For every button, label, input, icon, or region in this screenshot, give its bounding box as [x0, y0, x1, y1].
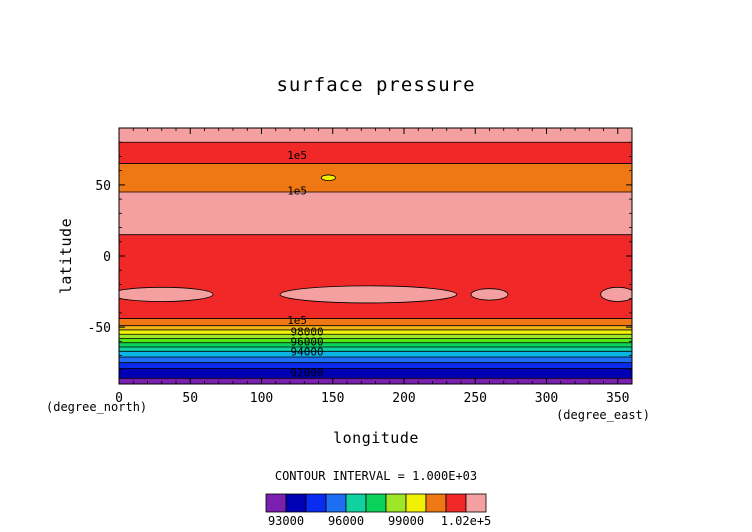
colorbar-swatch-0 [265, 493, 287, 513]
contour-label-6: 92000 [291, 367, 324, 380]
colorbar-swatch-6 [385, 493, 407, 513]
x-unit-label: (degree_east) [556, 408, 650, 422]
colorbar-tick-label-0: 93000 [268, 514, 304, 528]
y-tick-label-1: 0 [103, 250, 111, 265]
colorbar-swatch-10 [465, 493, 487, 513]
x-tick-label-2: 100 [250, 391, 273, 406]
colorbar-swatch-8 [425, 493, 447, 513]
pressure-band-8 [119, 334, 632, 339]
plot-area [119, 128, 632, 384]
pressure-cells [119, 174, 632, 304]
x-tick-label-4: 200 [392, 391, 415, 406]
contour-label-1: 1e5 [287, 185, 307, 198]
pressure-band-1 [119, 368, 632, 379]
x-tick-label-6: 300 [535, 391, 558, 406]
x-tick-label-3: 150 [321, 391, 344, 406]
pressure-cell-0 [119, 286, 214, 302]
contour-label-2: 1e5 [287, 314, 307, 327]
x-tick-label-7: 350 [606, 391, 629, 406]
colorbar-tick-label-2: 99000 [388, 514, 424, 528]
pressure-band-11 [119, 318, 632, 326]
contour-label-0: 1e5 [287, 149, 307, 162]
contour-label-4: 96000 [291, 335, 324, 348]
pressure-band-10 [119, 325, 632, 330]
contour-interval-text: CONTOUR INTERVAL = 1.000E+03 [275, 469, 477, 483]
pressure-band-16 [119, 128, 632, 143]
pressure-band-14 [119, 163, 632, 192]
colorbar-swatch-1 [285, 493, 307, 513]
x-tick-label-0: 0 [115, 391, 123, 406]
pressure-cell-3 [600, 286, 632, 302]
x-axis-label: longitude [333, 429, 419, 447]
x-axis: 0 50 100 150 200 250 300 350 [115, 128, 629, 406]
contour-label-5: 94000 [291, 345, 324, 358]
colorbar-swatch-7 [405, 493, 427, 513]
y-axis: -50 0 50 [88, 141, 632, 371]
colorbar: 93000 96000 99000 1.02e+5 [265, 493, 492, 528]
colorbar-tick-label-1: 96000 [328, 514, 364, 528]
y-tick-label-0: -50 [88, 321, 111, 336]
y-unit-label: (degree_north) [46, 400, 147, 414]
pressure-band-15 [119, 142, 632, 164]
y-axis-label: latitude [57, 218, 75, 294]
colorbar-swatch-5 [365, 493, 387, 513]
pressure-band-13 [119, 192, 632, 235]
pressure-band-3 [119, 356, 632, 363]
contour-lines [119, 141, 632, 379]
pressure-band-9 [119, 329, 632, 335]
contour-label-3: 98000 [291, 325, 324, 338]
pressure-band-4 [119, 351, 632, 357]
colorbar-swatch-3 [325, 493, 347, 513]
x-tick-label-5: 250 [464, 391, 487, 406]
colorbar-tick-label-3: 1.02e+5 [441, 514, 492, 528]
chart-title: surface pressure [276, 74, 475, 96]
pressure-band-7 [119, 338, 632, 343]
x-tick-label-1: 50 [182, 391, 198, 406]
colorbar-swatch-9 [445, 493, 467, 513]
pressure-band-2 [119, 362, 632, 369]
pressure-cell-1 [279, 285, 458, 304]
pressure-band-6 [119, 342, 632, 348]
colorbar-swatch-2 [305, 493, 327, 513]
pressure-bands [119, 128, 632, 384]
pressure-cell-2 [470, 288, 509, 301]
pressure-band-12 [119, 234, 632, 319]
pressure-band-5 [119, 347, 632, 352]
colorbar-swatch-4 [345, 493, 367, 513]
y-tick-label-2: 50 [95, 179, 111, 194]
pressure-cell-4 [320, 174, 337, 182]
